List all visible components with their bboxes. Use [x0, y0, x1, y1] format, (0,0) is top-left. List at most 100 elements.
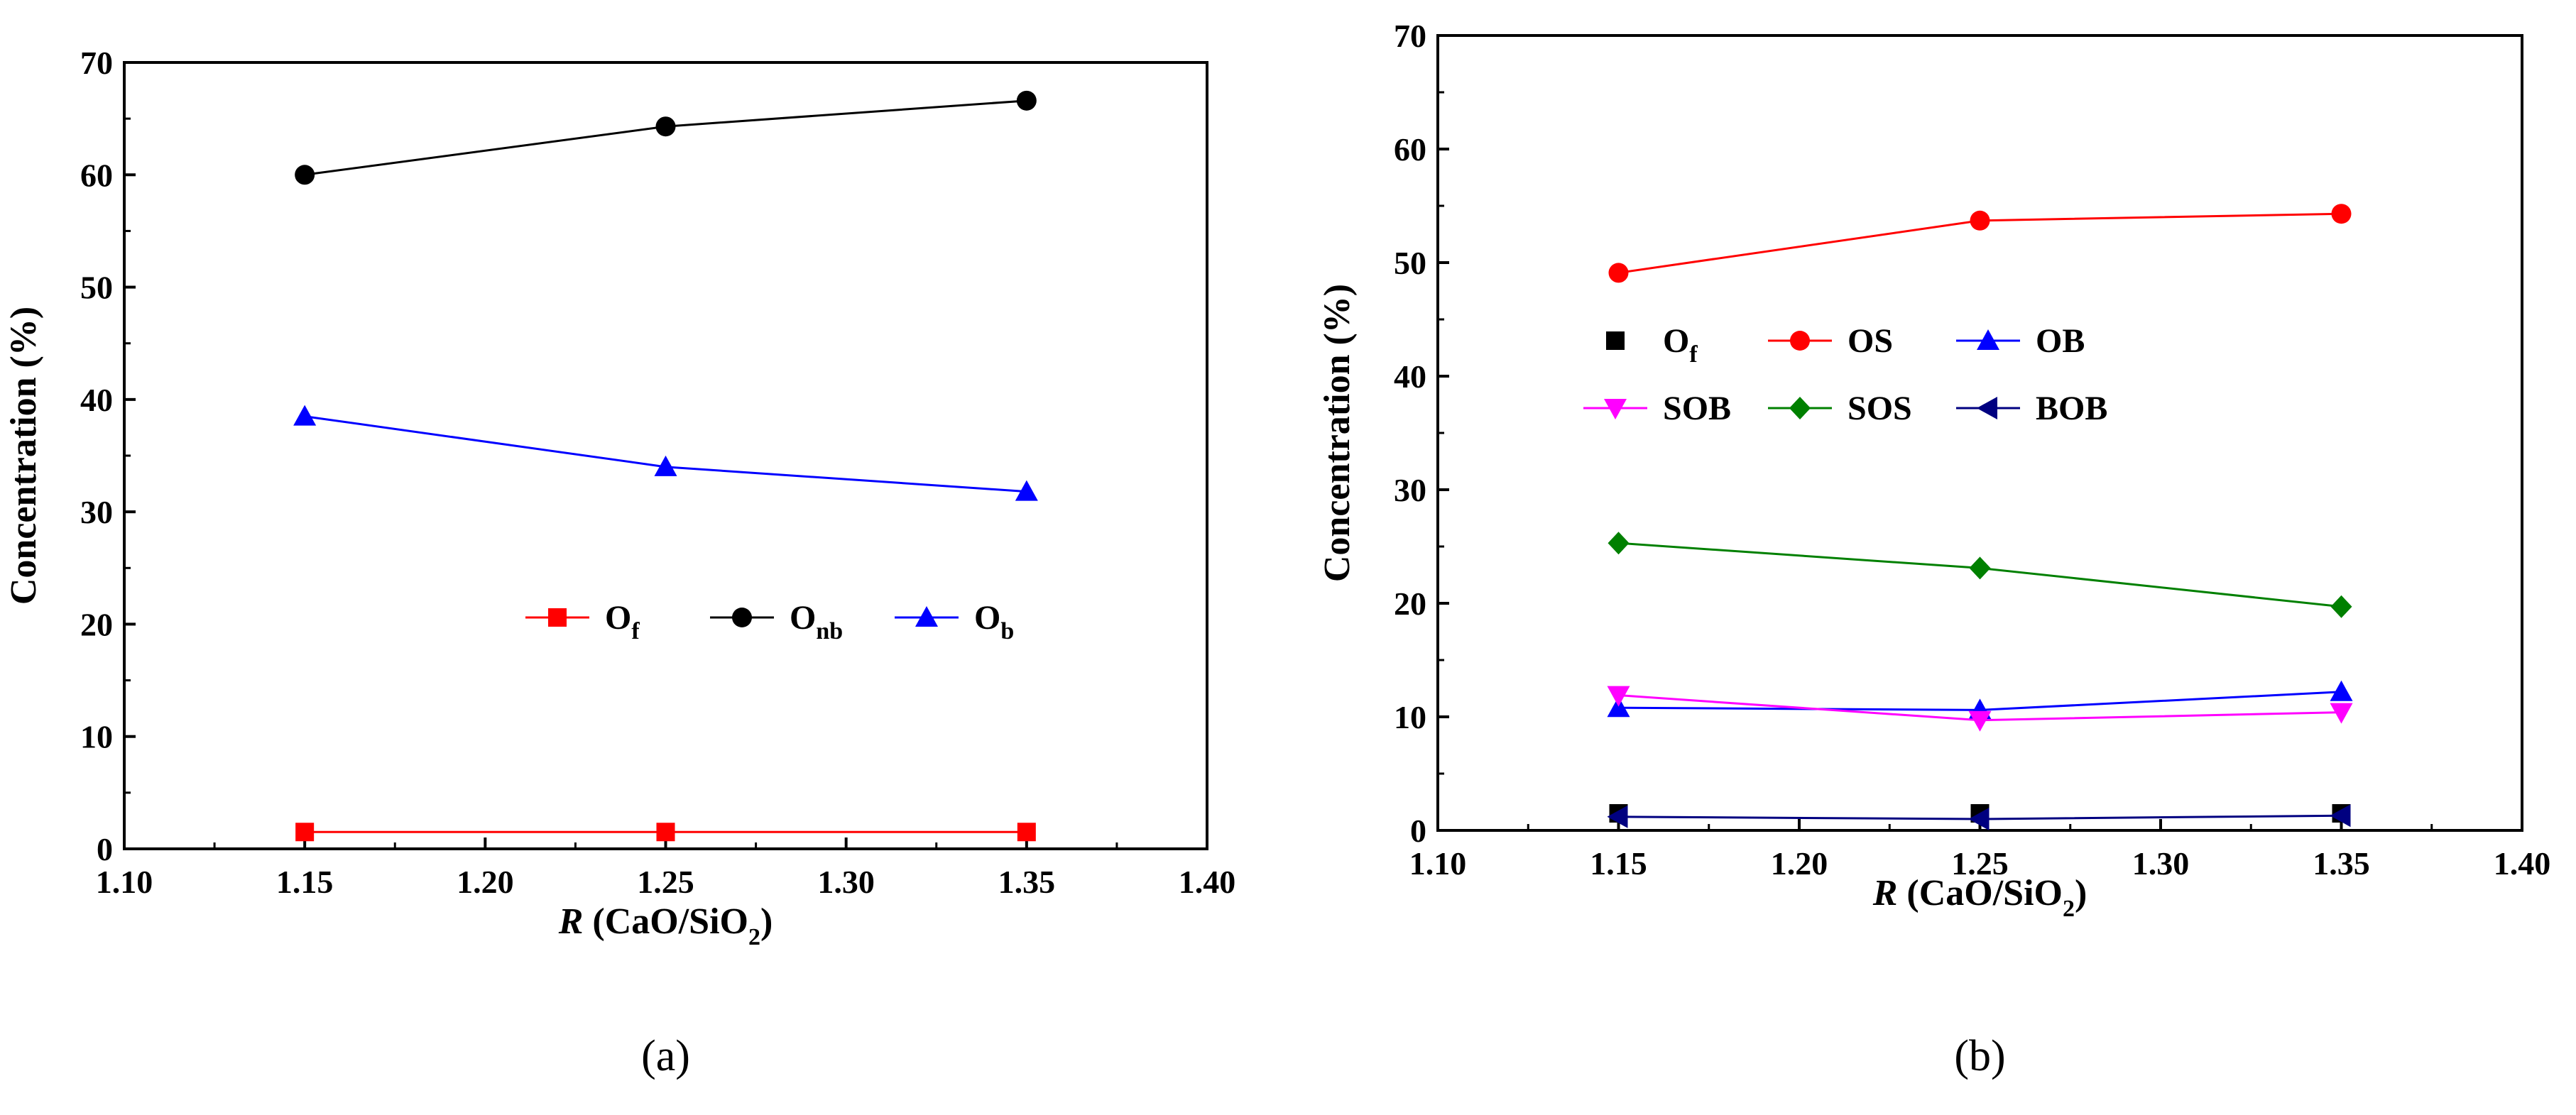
data-point — [2331, 204, 2352, 224]
legend-item: Ob — [895, 599, 1014, 644]
y-tick-label: 40 — [1394, 358, 1426, 395]
x-tick-label: 1.35 — [998, 864, 1056, 900]
data-point — [1017, 823, 1036, 842]
legend-item: SOS — [1768, 390, 1912, 427]
x-axis-title-close: ) — [760, 901, 773, 942]
series-onb — [295, 90, 1037, 185]
legend-item: OB — [1956, 322, 2085, 360]
x-tick-label: 1.10 — [1409, 845, 1467, 881]
legend-label-main: OS — [1848, 322, 1893, 360]
panel-caption: (a) — [641, 1032, 690, 1080]
y-tick-label: 70 — [1394, 18, 1426, 54]
legend-label-main: BOB — [2036, 390, 2107, 427]
y-tick-label: 30 — [80, 494, 113, 530]
y-tick-label: 50 — [1394, 245, 1426, 281]
data-point — [1607, 696, 1630, 718]
x-axis-title-main: (CaO/SiO — [583, 901, 748, 942]
legend-item: Of — [525, 599, 640, 644]
x-tick-label: 1.40 — [2494, 845, 2551, 881]
x-axis-title: R (CaO/SiO2) — [1872, 873, 2087, 922]
legend-marker — [732, 608, 752, 627]
legend-item: BOB — [1956, 390, 2107, 427]
x-axis-title-close: ) — [2075, 873, 2087, 913]
legend-label: SOS — [1848, 390, 1912, 427]
data-point — [1015, 480, 1038, 501]
series-sos — [1608, 532, 2352, 618]
x-axis-title-italic: R — [558, 901, 584, 942]
data-point — [2330, 804, 2351, 828]
y-axis-title: Concentration (%) — [1317, 284, 1358, 582]
y-tick-label: 40 — [80, 382, 113, 418]
legend-item: Of — [1606, 322, 1698, 368]
panel-caption: (b) — [1954, 1032, 2005, 1080]
legend-item: OS — [1768, 322, 1893, 360]
data-point — [1608, 532, 1630, 555]
legend-marker — [915, 606, 938, 627]
legend-label-main: OB — [2036, 322, 2085, 360]
x-tick-label: 1.40 — [1179, 864, 1236, 900]
data-point — [295, 823, 315, 842]
legend: Of Onb Ob — [525, 599, 1014, 644]
legend-marker — [1604, 399, 1627, 419]
x-tick-label: 1.35 — [2313, 845, 2370, 881]
x-tick-label: 1.30 — [2132, 845, 2190, 881]
data-point — [1607, 805, 1628, 828]
data-point — [293, 405, 317, 426]
data-point — [1016, 90, 1037, 111]
x-tick-label: 1.25 — [637, 864, 694, 900]
y-axis-title: Concentration (%) — [4, 307, 44, 605]
chart-panel-a: 1.10 1.15 1.20 1.25 1.30 1.35 1.40 0 10 20 30 40 50 6… — [4, 45, 1235, 1080]
x-tick-label: 1.25 — [1951, 845, 2009, 881]
y-tick-label: 0 — [1410, 813, 1426, 849]
y-tick-label: 70 — [80, 45, 113, 81]
x-tick-label: 1.15 — [1590, 845, 1647, 881]
legend-label: Onb — [790, 599, 843, 644]
series-of — [295, 823, 1036, 842]
data-point — [2330, 703, 2353, 724]
legend-label-main: O — [605, 599, 631, 637]
x-axis-title-subscript: 2 — [748, 924, 760, 950]
legend-label: OS — [1848, 322, 1893, 360]
y-tick-label: 10 — [1394, 699, 1426, 735]
legend-marker — [1977, 329, 1999, 350]
x-axis-title-main: (CaO/SiO — [1897, 873, 2063, 913]
series-os — [1608, 204, 2352, 283]
legend-label-subscript: f — [631, 618, 640, 644]
legend-label-main: O — [1663, 322, 1689, 360]
y-tick-label: 20 — [80, 606, 113, 642]
x-axis-title-italic: R — [1872, 873, 1898, 913]
series-line — [304, 415, 1027, 493]
x-tick-label: 1.15 — [276, 864, 334, 900]
y-tick-label: 60 — [80, 157, 113, 193]
series-sob — [1607, 686, 2353, 732]
data-point — [1608, 263, 1629, 283]
series-bob — [1607, 804, 2351, 830]
legend-item: SOB — [1583, 390, 1731, 427]
data-point — [295, 165, 315, 185]
legend-label: Of — [605, 599, 640, 644]
series-ob — [293, 405, 1038, 501]
y-tick-label: 10 — [80, 719, 113, 755]
data-point — [1607, 686, 1630, 707]
legend-marker — [548, 608, 567, 627]
data-point — [1968, 808, 1990, 830]
data-point — [2330, 680, 2353, 701]
legend-marker — [1790, 331, 1810, 351]
data-point — [654, 455, 677, 476]
y-tick-label: 30 — [1394, 472, 1426, 508]
chart-panel-b: 1.10 1.15 1.20 1.25 1.30 1.35 1.40 0 10 20 30 40 50 6… — [1317, 18, 2550, 1080]
legend-label: OB — [2036, 322, 2085, 360]
x-axis-title-subscript: 2 — [2063, 896, 2075, 922]
legend-label: SOB — [1663, 390, 1731, 427]
legend-label: Of — [1663, 322, 1698, 368]
legend-label-main: O — [974, 599, 1000, 637]
y-tick-label: 0 — [97, 831, 113, 867]
legend-label-main: SOB — [1663, 390, 1731, 427]
legend-label-subscript: b — [1000, 618, 1014, 644]
legend-label-main: O — [790, 599, 816, 637]
x-tick-label: 1.20 — [457, 864, 514, 900]
legend-label-main: SOS — [1848, 390, 1912, 427]
data-point — [2330, 595, 2352, 618]
y-tick-label: 50 — [80, 270, 113, 306]
x-tick-label: 1.20 — [1771, 845, 1828, 881]
